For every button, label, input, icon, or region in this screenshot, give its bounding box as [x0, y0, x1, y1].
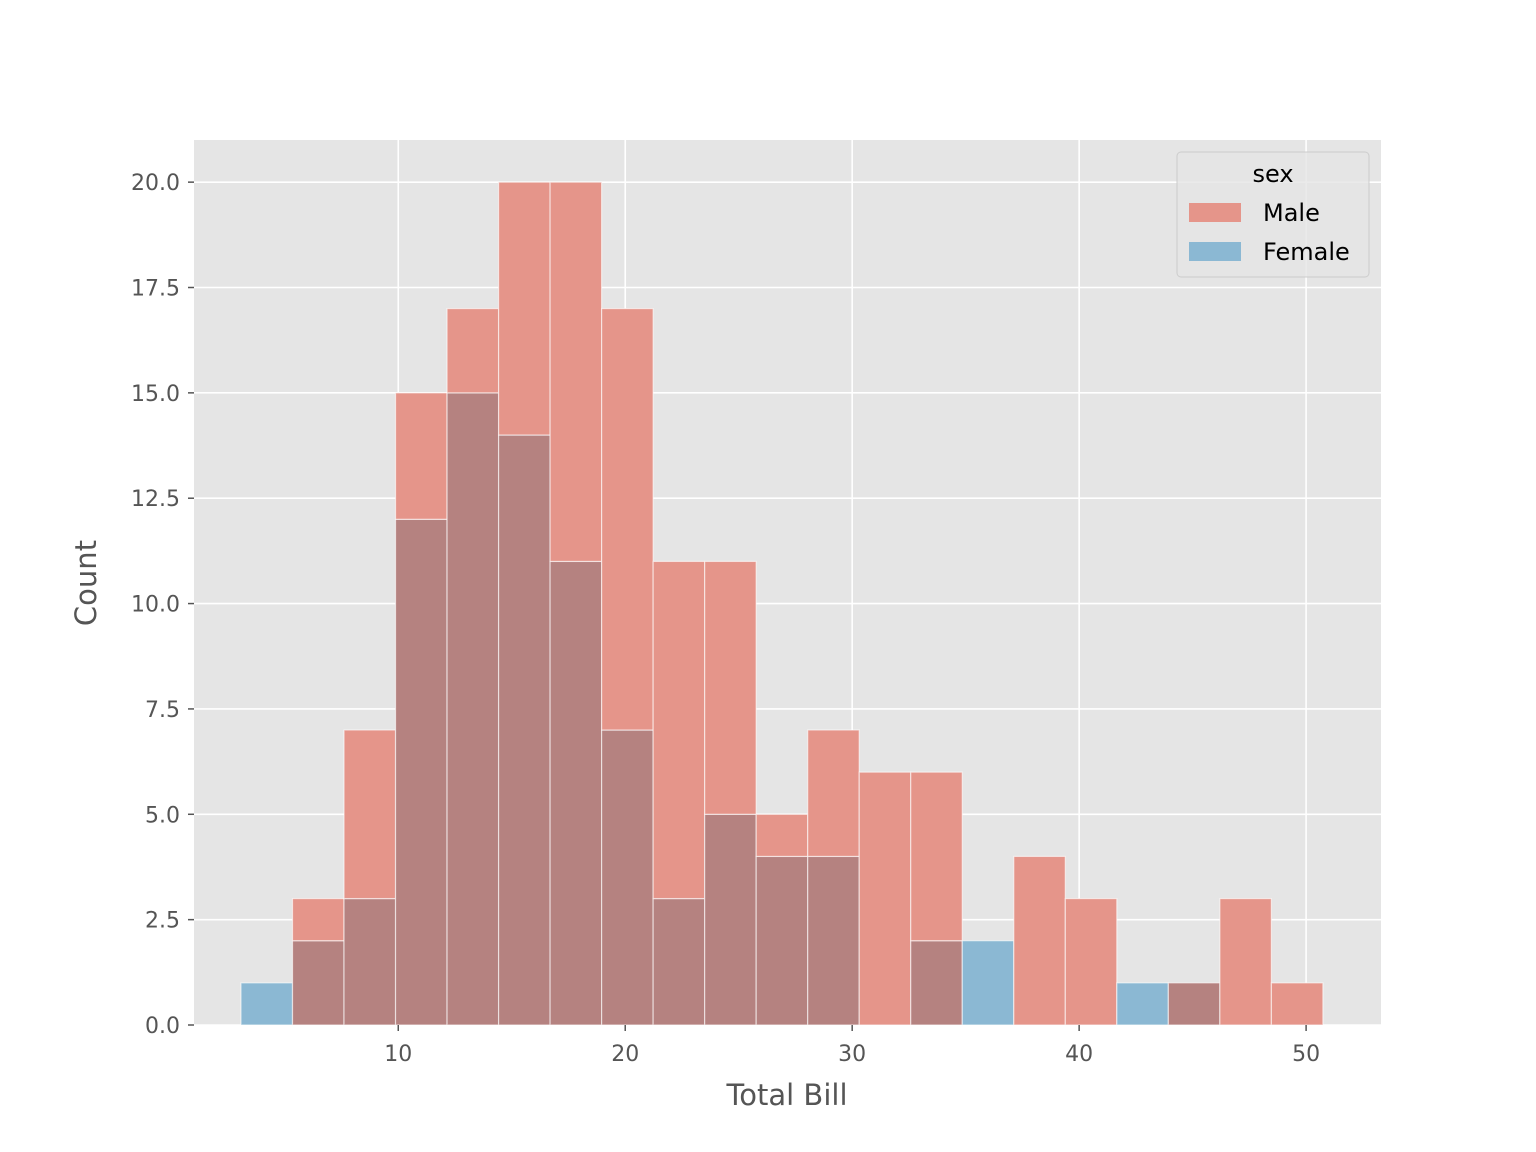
bar-overlap — [549, 560, 603, 1026]
y-tick-label: 15.0 — [131, 382, 180, 407]
bar-overlap — [755, 855, 809, 1026]
bar-overlap — [601, 729, 654, 1026]
bar-male — [291, 897, 345, 942]
bar-male — [807, 729, 860, 858]
bar-male — [394, 392, 448, 520]
y-tick-label: 0.0 — [145, 1014, 180, 1039]
x-tick-label: 10 — [384, 1042, 412, 1067]
bar-male — [755, 813, 809, 858]
bar-female — [1116, 982, 1169, 1026]
bar-male — [704, 560, 757, 815]
bar-male — [858, 771, 912, 1026]
bar-male — [446, 307, 500, 394]
bar-male — [1013, 855, 1066, 1026]
bar-male — [601, 307, 654, 731]
legend-label-female: Female — [1263, 238, 1350, 266]
legend-label-male: Male — [1263, 199, 1320, 227]
bar-overlap — [1167, 982, 1221, 1026]
legend-swatch-female — [1189, 242, 1241, 261]
x-tick-label: 30 — [838, 1042, 866, 1067]
y-tick-label: 17.5 — [131, 277, 180, 302]
bar-male — [910, 771, 963, 942]
bar-male — [652, 560, 706, 900]
y-tick-label: 2.5 — [145, 909, 180, 934]
bar-overlap — [910, 940, 963, 1026]
x-axis-label: Total Bill — [725, 1078, 847, 1112]
bar-male — [1064, 897, 1118, 1026]
bar-male — [1270, 982, 1324, 1026]
legend: sex Male Female — [1176, 151, 1370, 278]
x-tick-label: 20 — [611, 1042, 639, 1067]
y-tick-label: 10.0 — [131, 593, 180, 618]
bar-male — [497, 181, 551, 436]
axis-ticks: 10 20 30 40 50 0.0 2.5 5.0 7.5 10.0 12.5 15.0 17.5 20… — [131, 171, 1320, 1067]
x-tick-label: 50 — [1292, 1042, 1320, 1067]
bar-male — [343, 729, 397, 900]
bar-overlap — [343, 897, 397, 1026]
y-axis-label: Count — [69, 540, 103, 626]
histogram-bars — [240, 181, 1324, 1026]
bar-male — [1219, 897, 1272, 1026]
y-tick-label: 12.5 — [131, 487, 180, 512]
bar-overlap — [497, 434, 551, 1026]
bar-overlap — [394, 518, 448, 1026]
legend-title: sex — [1252, 160, 1293, 188]
bar-overlap — [704, 813, 757, 1026]
bar-overlap — [652, 897, 706, 1026]
x-tick-label: 40 — [1065, 1042, 1093, 1067]
bar-overlap — [807, 855, 860, 1026]
y-tick-label: 7.5 — [145, 698, 180, 723]
bar-female — [240, 982, 294, 1026]
bar-male — [549, 181, 603, 563]
bar-overlap — [446, 392, 500, 1026]
legend-swatch-male — [1189, 203, 1241, 222]
bar-female — [961, 940, 1015, 1026]
y-tick-label: 5.0 — [145, 803, 180, 828]
bar-overlap — [291, 940, 345, 1026]
y-tick-label: 20.0 — [131, 171, 180, 196]
